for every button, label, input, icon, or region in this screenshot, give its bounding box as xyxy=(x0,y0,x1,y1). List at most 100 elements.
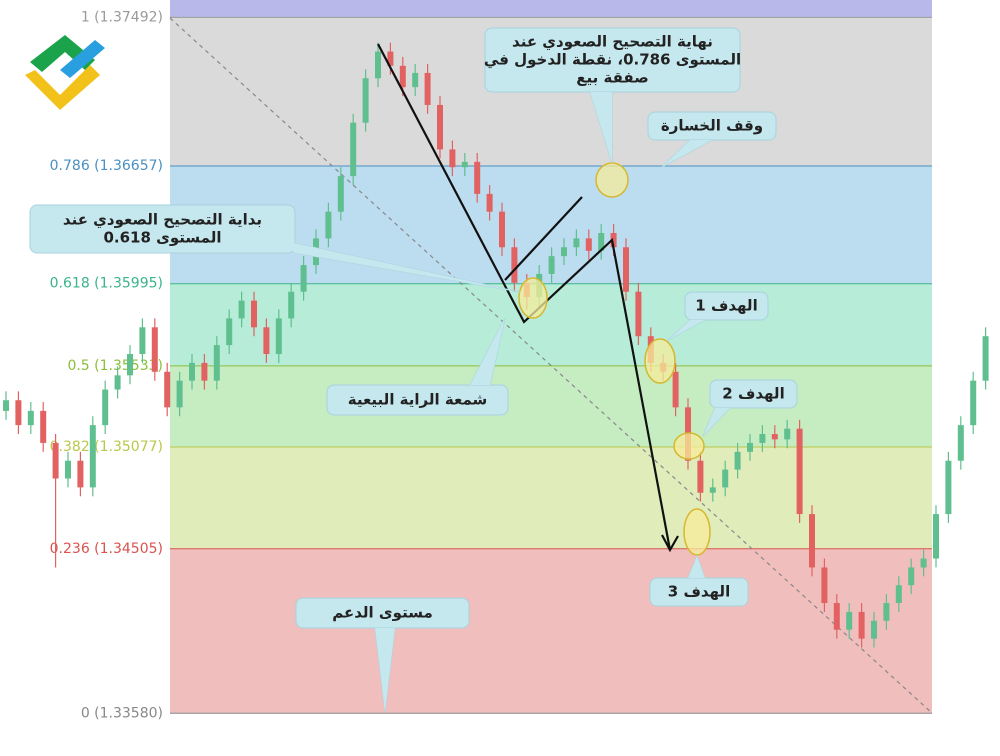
candle-body xyxy=(486,193,493,212)
level-label: 0.5 (1.35533) xyxy=(67,358,163,374)
candle-body xyxy=(201,362,208,381)
candle-body xyxy=(151,327,158,372)
arrow-head xyxy=(661,534,679,553)
candle-body xyxy=(933,514,939,559)
candle-body xyxy=(102,389,109,426)
callout-box xyxy=(709,379,798,409)
candle-body xyxy=(288,291,295,319)
candle-body xyxy=(226,318,233,346)
candle-body xyxy=(461,161,468,168)
annotation-text: وقف الخسارة xyxy=(661,117,763,135)
annotation-text: المستوى 0.618 xyxy=(103,229,221,247)
candle-body xyxy=(895,585,902,604)
annotation-text: الهدف 3 xyxy=(668,583,730,601)
candle-body xyxy=(598,233,605,251)
candle-body xyxy=(821,567,828,604)
level-label: 0 (1.33580) xyxy=(81,705,163,721)
candle-body xyxy=(387,51,394,66)
zone xyxy=(170,0,932,18)
candle-body xyxy=(585,238,592,251)
candle-body xyxy=(771,434,778,440)
candle-body xyxy=(573,238,580,248)
candle-body xyxy=(263,327,270,354)
level-label: 1 (1.37492) xyxy=(81,9,163,25)
level-label: 0.618 (1.35995) xyxy=(50,276,163,292)
annotation-text: الهدف 1 xyxy=(695,297,757,315)
candle-body xyxy=(189,362,195,381)
annotation-text: مستوى الدعم xyxy=(332,604,433,622)
callout-pointer-fill xyxy=(280,240,520,292)
candle-body xyxy=(908,567,915,586)
candle-body xyxy=(970,380,977,426)
zone xyxy=(170,447,932,549)
logo-part xyxy=(60,40,105,78)
candle-body xyxy=(945,460,952,515)
candle-body xyxy=(920,558,927,568)
callout-box xyxy=(29,204,296,254)
candle-body xyxy=(474,161,481,194)
candle-body xyxy=(871,620,877,639)
annotation-text: الهدف 2 xyxy=(722,385,784,403)
candle-body xyxy=(412,72,419,88)
candle-body xyxy=(15,400,22,426)
candle-body xyxy=(3,400,9,411)
zone xyxy=(170,365,932,448)
candle-body xyxy=(40,410,47,443)
flag-line xyxy=(504,196,583,281)
callout-pointer-fill xyxy=(668,320,705,340)
callout-pointer-fill xyxy=(703,408,730,436)
callout-box xyxy=(484,27,741,93)
candle-body xyxy=(139,327,146,354)
candle-body xyxy=(52,442,59,479)
annotation-text: نهاية التصحيح الصعودي عند xyxy=(512,33,713,52)
candle-body xyxy=(623,247,629,292)
callout-pointer-fill xyxy=(662,140,712,167)
candles xyxy=(3,42,989,648)
candle-body xyxy=(238,300,245,319)
move-line xyxy=(377,43,672,551)
candle-body xyxy=(89,425,96,488)
callout-pointer-fill xyxy=(375,628,395,712)
annotation-text: المستوى 0.786، نقطة الدخول في xyxy=(484,51,741,69)
callout-pointer-fill xyxy=(470,318,505,385)
candle-body xyxy=(883,603,890,621)
annotation-text: بداية التصحيح الصعودي عند xyxy=(63,211,262,230)
level-label: 0.236 (1.34505) xyxy=(50,541,163,557)
candle-body xyxy=(499,211,505,248)
diagonal xyxy=(169,17,933,714)
candle-body xyxy=(325,211,332,239)
candle-body xyxy=(176,380,183,408)
annotation-text: شمعة الراية البيعية xyxy=(348,391,488,409)
candle-body xyxy=(833,603,840,630)
candle-body xyxy=(127,353,133,376)
candle-body xyxy=(784,428,791,440)
candle-body xyxy=(846,611,853,630)
candle-body xyxy=(747,442,753,452)
candle-body xyxy=(275,318,282,354)
candle-body xyxy=(809,514,815,568)
callout-pointer-fill xyxy=(688,556,705,578)
highlight xyxy=(518,277,548,319)
candle-body xyxy=(982,336,989,381)
candle-body xyxy=(164,371,171,408)
candle-body xyxy=(65,460,71,479)
zones: 1 (1.37492) 0.786 (1.36657) 0.618 (1.35995… xyxy=(50,0,932,721)
level-label: 0.382 (1.35077) xyxy=(50,439,163,455)
callout-pointer-fill xyxy=(590,92,612,163)
candle-body xyxy=(722,469,729,488)
candle-body xyxy=(27,410,34,426)
candle-body xyxy=(610,233,617,248)
candle-body xyxy=(300,265,307,292)
candle-body xyxy=(399,65,406,88)
candle-body xyxy=(548,256,555,274)
candle-body xyxy=(77,460,84,488)
candle-body xyxy=(213,345,220,381)
candle-body xyxy=(424,72,431,105)
candle-body xyxy=(635,291,642,337)
pattern-lines xyxy=(377,43,679,553)
candle-body xyxy=(337,176,344,212)
candle-body xyxy=(350,122,357,177)
candle-body xyxy=(114,375,121,390)
annotation-text: صفقة بيع xyxy=(576,69,648,87)
